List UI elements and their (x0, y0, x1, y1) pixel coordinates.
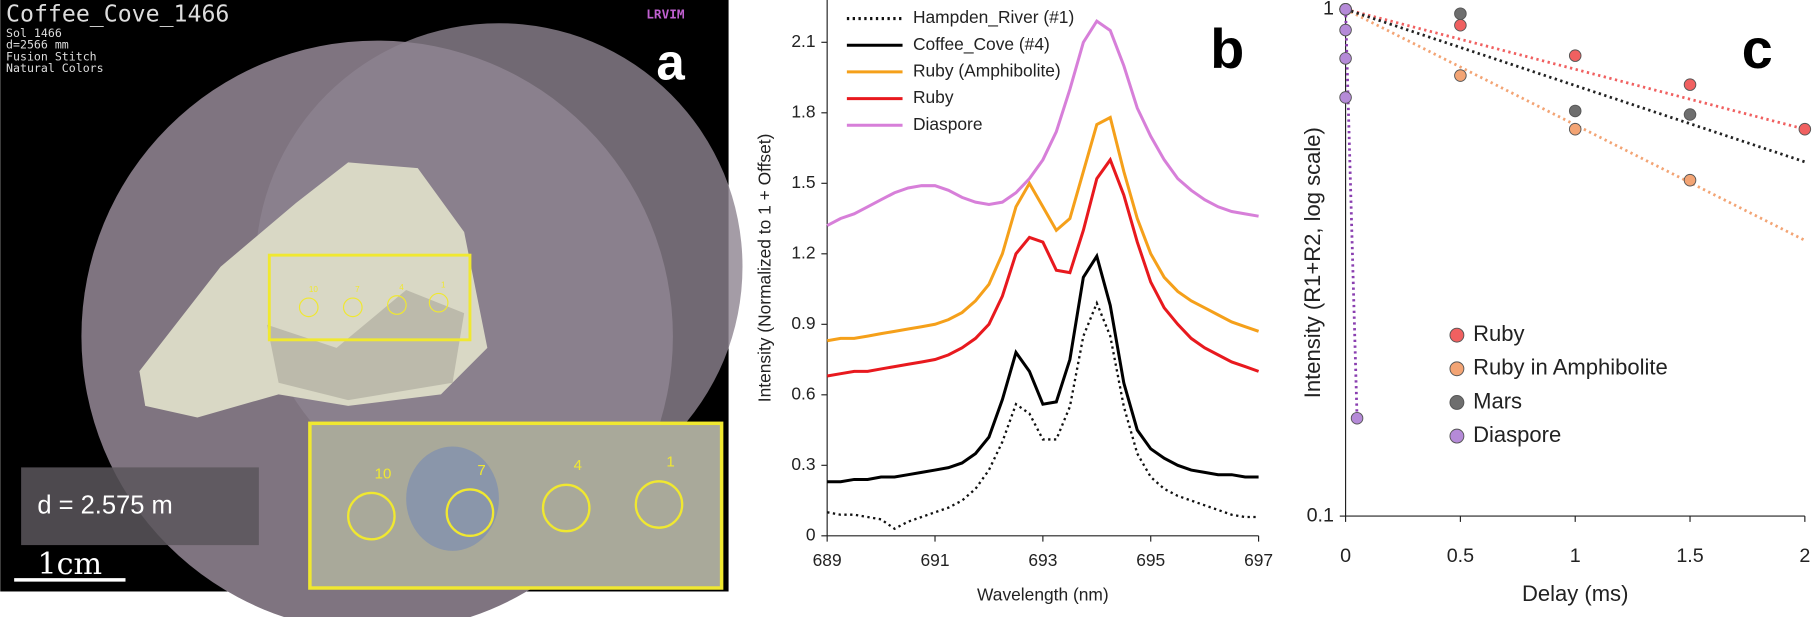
legend-label: Ruby (913, 87, 954, 107)
y-tick-label: 0 (806, 524, 816, 544)
spot-label: 1 (666, 454, 674, 471)
spot-label: 10 (309, 285, 319, 294)
y-tick-label: 1.2 (791, 242, 815, 262)
y-tick-label: 1 (1323, 0, 1334, 19)
line-series (827, 252, 1259, 484)
legend-label: Mars (1473, 388, 1522, 413)
spot-label: 1 (441, 280, 446, 289)
photo-info: Fusion Stitch (6, 49, 97, 63)
legend-label: Hampden_River (#1) (913, 7, 1074, 27)
spot-circle (445, 488, 495, 537)
point (1568, 122, 1582, 136)
trendline (1345, 7, 1806, 131)
label-box (21, 467, 259, 546)
x-tick-label: 691 (921, 550, 950, 570)
y-tick-label: 2.1 (791, 31, 815, 51)
y-tick-label: 0.6 (791, 383, 815, 403)
trendline (1345, 7, 1806, 164)
legend-label: Ruby (Amphibolite) (913, 60, 1061, 80)
point (1568, 49, 1582, 62)
y-tick-label: 0.9 (791, 313, 815, 333)
point (1339, 3, 1352, 16)
x-tick-label: 693 (1028, 550, 1057, 570)
y-tick-label: 1.5 (791, 172, 815, 192)
y-axis-label: Intensity (R1+R2, log scale) (1300, 127, 1325, 398)
point (1683, 78, 1697, 91)
y-tick-label: 1.8 (791, 101, 815, 121)
x-tick-label: 689 (813, 550, 842, 570)
photo-info: d=2566 mm (6, 38, 69, 52)
legend-label: Ruby in Amphibolite (1473, 355, 1668, 380)
legend-swatch (1449, 428, 1465, 444)
panel-letter: c (1742, 18, 1773, 80)
spot-label: 7 (355, 285, 360, 294)
point (1683, 108, 1697, 121)
x-axis-label: Wavelength (nm) (977, 585, 1109, 605)
point (1339, 91, 1352, 104)
spot-label: 4 (399, 283, 404, 292)
panel-letter: a (656, 34, 685, 91)
spot-label: 7 (477, 462, 485, 479)
spot-circle (298, 297, 319, 318)
point (1350, 411, 1364, 425)
photo-panel: Coffee_Cove_1466 Sol 1466 d=2566 mm Fusi… (0, 0, 743, 617)
spots: 10 10 7 7 4 4 1 1 (298, 280, 684, 541)
scale-label: 1cm (38, 547, 103, 582)
point (1454, 69, 1467, 82)
photo-info: Sol 1466 (6, 26, 62, 40)
zoom-box (267, 253, 472, 342)
rock-shadow (266, 289, 465, 401)
inset (308, 421, 724, 590)
trendline (1344, 9, 1359, 419)
photo-info: Natural Colors (6, 61, 104, 75)
point (1454, 18, 1467, 32)
x-tick-label: 2 (1799, 545, 1810, 567)
legend-label: Ruby (1473, 321, 1524, 346)
spot-label: 10 (375, 465, 392, 482)
x-tick-label: 0 (1340, 545, 1351, 567)
line-series (826, 18, 1259, 227)
x-tick-label: 695 (1136, 550, 1165, 570)
photo-title: Coffee_Cove_1466 (6, 1, 229, 28)
y-tick-label: 0.1 (1307, 504, 1334, 526)
x-axis-label: Delay (ms) (1522, 581, 1628, 606)
camera-label: LRVIM (646, 8, 685, 23)
spot-circle (634, 480, 684, 529)
spot-circle (387, 295, 407, 315)
legend-swatch (1449, 361, 1465, 377)
line-series (826, 300, 1259, 531)
point (1339, 23, 1352, 37)
point (1683, 173, 1697, 187)
x-tick-label: 0.5 (1447, 545, 1474, 567)
x-tick-label: 697 (1244, 550, 1273, 570)
y-tick-label: 0.3 (791, 454, 815, 474)
y-axis-label: Intensity (Normalized to 1 + Offset) (754, 134, 774, 403)
spot-circle (347, 491, 396, 541)
legend-swatch (1449, 395, 1465, 410)
point (1568, 104, 1582, 118)
distance-label: d = 2.575 m (37, 492, 172, 520)
x-tick-label: 1.5 (1676, 545, 1703, 567)
spot-circle (541, 483, 591, 533)
spot-circle (428, 292, 449, 313)
line-series (826, 115, 1260, 343)
spot-label: 4 (574, 457, 582, 474)
legend-label: Diaspore (1473, 422, 1561, 447)
point (1454, 7, 1467, 20)
point (1339, 52, 1352, 65)
line-series (826, 156, 1260, 378)
spot-circle (342, 297, 363, 318)
x-tick-label: 1 (1570, 545, 1581, 567)
legend-swatch (1449, 327, 1465, 343)
legend-label: Diaspore (913, 114, 983, 134)
panel-letter: b (1210, 18, 1244, 80)
legend-label: Coffee_Cove (#4) (913, 34, 1050, 54)
point (1798, 122, 1812, 136)
